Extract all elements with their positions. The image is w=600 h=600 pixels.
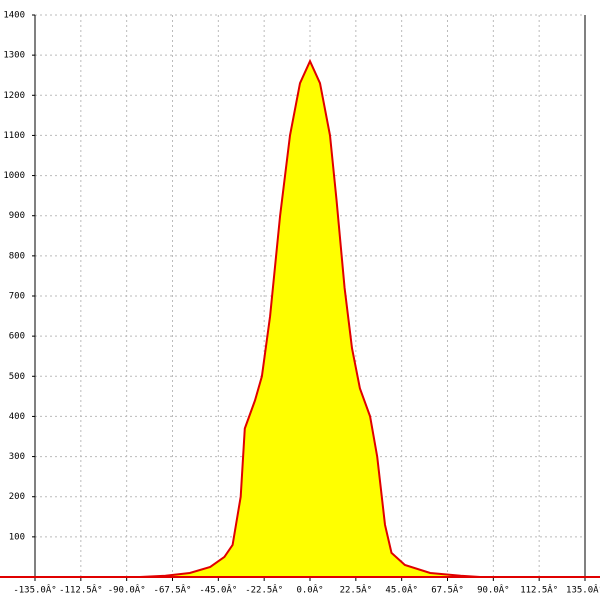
y-tick-label: 1200 (3, 91, 25, 101)
area-line (35, 58, 585, 578)
x-tick-label: -90.0Â° (108, 584, 146, 596)
x-tick-label: 22.5Â° (340, 584, 373, 596)
y-tick-label: 1400 (3, 11, 25, 21)
y-tick-label: 700 (9, 292, 25, 302)
y-tick-label: 100 (9, 532, 25, 542)
y-tick-label: 1300 (3, 51, 25, 61)
x-tick-label: 135.0Â° (566, 584, 600, 596)
x-tick-label: 45.0Â° (385, 584, 418, 596)
x-tick-label: -22.5Â° (245, 584, 283, 596)
y-tick-label: 1100 (3, 131, 25, 141)
y-tick-label: 500 (9, 372, 25, 382)
x-tick-label: 0.0Â° (296, 584, 323, 596)
x-tick-label: 67.5Â° (431, 584, 464, 596)
x-tick-label: -67.5Â° (154, 584, 192, 596)
y-tick-label: 400 (9, 412, 25, 422)
x-tick-label: 90.0Â° (477, 584, 510, 596)
x-tick-label: -45.0Â° (199, 584, 237, 596)
y-tick-label: 200 (9, 492, 25, 502)
x-tick-label: 112.5Â° (520, 584, 558, 596)
y-tick-label: 600 (9, 332, 25, 342)
x-tick-label: -112.5Â° (59, 584, 102, 596)
x-tick-label: -135.0Â° (13, 584, 56, 596)
y-tick-label: 800 (9, 251, 25, 261)
y-tick-label: 1000 (3, 171, 25, 181)
area-fill (35, 61, 585, 577)
y-tick-label: 900 (9, 211, 25, 221)
y-tick-label: 300 (9, 452, 25, 462)
